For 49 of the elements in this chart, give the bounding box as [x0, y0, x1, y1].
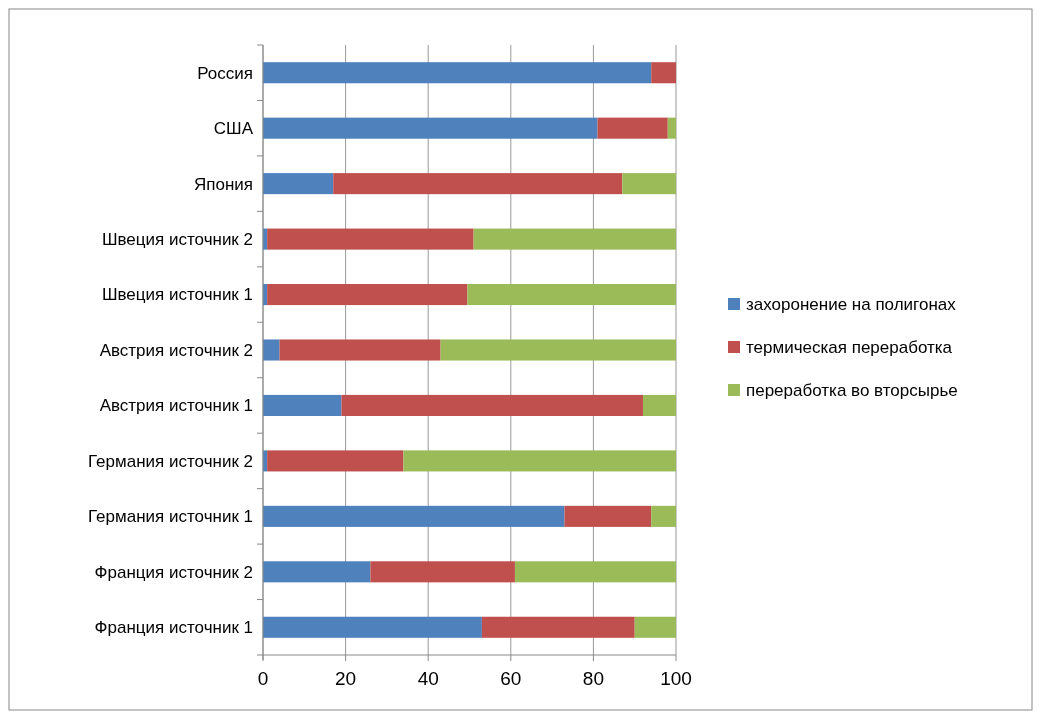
x-tick-label: 60: [500, 668, 522, 689]
bar: [473, 228, 676, 250]
bar: [634, 616, 676, 638]
bar: [564, 505, 652, 527]
bar: [263, 505, 565, 527]
bar: [267, 450, 404, 472]
y-tick-label: США: [213, 119, 254, 139]
y-tick-label: Швеция источник 1: [101, 285, 253, 305]
bar: [481, 616, 635, 638]
bar: [263, 62, 652, 84]
y-tick-label: Германия источник 2: [88, 451, 253, 471]
y-tick-label: Австрия источник 2: [99, 340, 253, 360]
bar: [341, 394, 643, 416]
bar: [622, 173, 676, 195]
bar: [403, 450, 676, 472]
legend-label: переработка во вторсырье: [746, 380, 958, 400]
bar: [279, 339, 441, 361]
x-tick-label: 100: [660, 668, 692, 689]
bar: [263, 394, 342, 416]
bar: [370, 561, 515, 583]
bar: [597, 117, 668, 139]
y-tick-label: Россия: [197, 63, 253, 83]
bar: [263, 117, 598, 139]
y-tick-label: Германия источник 1: [88, 507, 253, 527]
legend-label: захоронение на полигонах: [746, 294, 957, 314]
y-tick-label: Япония: [193, 174, 253, 194]
bar: [263, 561, 371, 583]
bar: [642, 394, 676, 416]
y-tick-label: Австрия источник 1: [99, 396, 253, 416]
bar: [267, 284, 468, 306]
y-tick-label: Франция источник 2: [94, 562, 253, 582]
bar: [651, 62, 676, 84]
x-tick-label: 20: [335, 668, 357, 689]
bar: [263, 616, 482, 638]
y-tick-label: Швеция источник 2: [101, 230, 253, 250]
bar: [440, 339, 676, 361]
bar: [667, 117, 676, 139]
x-tick-label: 40: [417, 668, 439, 689]
bar: [651, 505, 676, 527]
bar: [514, 561, 676, 583]
bar: [263, 339, 280, 361]
bar: [333, 173, 623, 195]
y-tick-label: Франция источник 1: [94, 618, 253, 638]
bar: [467, 284, 676, 306]
x-tick-label: 80: [582, 668, 604, 689]
bar: [263, 173, 334, 195]
x-tick-label: 0: [257, 668, 269, 689]
bar: [267, 228, 474, 250]
legend-label: термическая переработка: [746, 337, 953, 357]
